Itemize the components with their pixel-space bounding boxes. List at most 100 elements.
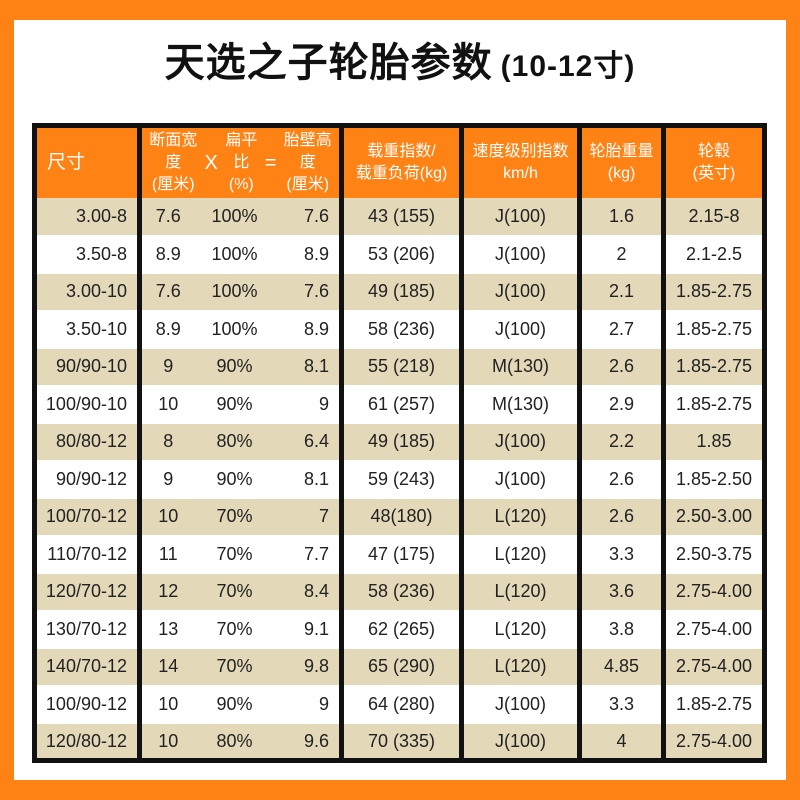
cell-load: 65 (290) [341, 648, 465, 687]
table-row: 3.50-8 8.9 100% 8.9 53 (206) J(100) 2 2.1-2.5 [34, 235, 765, 274]
cell-rim: 2.75-4.00 [663, 648, 765, 687]
cell-weight: 3.3 [579, 535, 667, 574]
header-ratio: 扁平比 (%) [225, 132, 258, 193]
cell-load: 59 (243) [341, 460, 465, 499]
cell-height: 9 [274, 385, 345, 424]
cell-weight: 2.6 [579, 460, 667, 499]
cell-load: 47 (175) [341, 535, 465, 574]
tire-spec-table: 尺寸 断面宽度 (厘米) X 扁平比 (%) = 胎壁高度 (厘米) 载重指数/载重负… [32, 123, 768, 763]
cell-height: 6.4 [274, 423, 345, 462]
cell-height: 8.9 [274, 235, 345, 274]
cell-width: 9 [139, 460, 195, 499]
cell-weight: 2 [579, 235, 667, 274]
table-row: 120/80-12 10 80% 9.6 70 (335) J(100) 4 2.75-4.0… [34, 723, 765, 762]
cell-speed: J(100) [461, 723, 583, 762]
cell-load: 48(180) [341, 498, 465, 537]
cell-ratio: 70% [194, 610, 275, 649]
header-weight: 轮胎重量 (kg) [579, 125, 667, 198]
cell-ratio: 70% [194, 648, 275, 687]
cell-load: 61 (257) [341, 385, 465, 424]
cell-weight: 2.6 [579, 348, 667, 387]
cell-ratio: 100% [194, 273, 275, 312]
cell-weight: 2.1 [579, 273, 667, 312]
cell-rim: 2.15-8 [663, 198, 765, 237]
cell-height: 9.8 [274, 648, 345, 687]
cell-rim: 2.75-4.00 [663, 610, 765, 649]
cell-ratio: 70% [194, 573, 275, 612]
cell-height: 7.7 [274, 535, 345, 574]
table-row: 90/90-10 9 90% 8.1 55 (218) M(130) 2.6 1.85-2.7… [34, 348, 765, 387]
header-speed: 速度级别指数 km/h [461, 125, 583, 198]
cell-height: 9.1 [274, 610, 345, 649]
cell-speed: J(100) [461, 310, 583, 349]
header-size: 尺寸 [34, 125, 142, 198]
cell-ratio: 90% [194, 385, 275, 424]
cell-size: 100/90-10 [34, 385, 142, 424]
cell-size: 3.50-8 [34, 235, 142, 274]
cell-width: 14 [139, 648, 195, 687]
cell-rim: 1.85-2.75 [663, 348, 765, 387]
table-row: 3.50-10 8.9 100% 8.9 58 (236) J(100) 2.7 1.85-2… [34, 310, 765, 349]
cell-width: 7.6 [139, 198, 195, 237]
table-row: 90/90-12 9 90% 8.1 59 (243) J(100) 2.6 1.85-2.5… [34, 460, 765, 499]
cell-speed: M(130) [461, 348, 583, 387]
cell-weight: 3.3 [579, 685, 667, 724]
cell-weight: 2.9 [579, 385, 667, 424]
cell-speed: M(130) [461, 385, 583, 424]
cell-rim: 1.85-2.75 [663, 273, 765, 312]
cell-ratio: 90% [194, 685, 275, 724]
cell-ratio: 70% [194, 535, 275, 574]
cell-speed: L(120) [461, 535, 583, 574]
header-height: 胎壁高度 (厘米) [283, 132, 332, 193]
cell-ratio: 90% [194, 348, 275, 387]
table-row: 80/80-12 8 80% 6.4 49 (185) J(100) 2.2 1.85 [34, 423, 765, 462]
cell-width: 8.9 [139, 235, 195, 274]
cell-weight: 2.6 [579, 498, 667, 537]
cell-rim: 1.85-2.50 [663, 460, 765, 499]
cell-ratio: 80% [194, 423, 275, 462]
cell-speed: L(120) [461, 573, 583, 612]
cell-rim: 1.85 [663, 423, 765, 462]
header-dimension-group: 断面宽度 (厘米) X 扁平比 (%) = 胎壁高度 (厘米) [139, 125, 345, 198]
cell-rim: 1.85-2.75 [663, 385, 765, 424]
cell-rim: 2.75-4.00 [663, 573, 765, 612]
cell-load: 58 (236) [341, 573, 465, 612]
cell-ratio: 100% [194, 235, 275, 274]
equals-sign: = [264, 152, 277, 174]
cell-speed: L(120) [461, 648, 583, 687]
cell-weight: 4 [579, 723, 667, 762]
cell-speed: J(100) [461, 198, 583, 237]
cell-speed: J(100) [461, 685, 583, 724]
table-row: 100/90-12 10 90% 9 64 (280) J(100) 3.3 1.85-2.7… [34, 685, 765, 724]
cell-weight: 1.6 [579, 198, 667, 237]
cell-width: 10 [139, 723, 195, 762]
title-main: 天选之子轮胎参数 [164, 41, 493, 85]
cell-height: 8.1 [274, 348, 345, 387]
cell-speed: L(120) [461, 610, 583, 649]
cell-rim: 1.85-2.75 [663, 310, 765, 349]
cell-width: 10 [139, 498, 195, 537]
header-width: 断面宽度 (厘米) [149, 132, 198, 193]
cell-ratio: 90% [194, 460, 275, 499]
cell-size: 120/80-12 [34, 723, 142, 762]
header-load: 载重指数/载重负荷(kg) [341, 125, 465, 198]
cell-speed: J(100) [461, 423, 583, 462]
cell-height: 8.4 [274, 573, 345, 612]
cell-width: 11 [139, 535, 195, 574]
cell-rim: 1.85-2.75 [663, 685, 765, 724]
cell-speed: J(100) [461, 460, 583, 499]
page-title: 天选之子轮胎参数 (10-12寸) [0, 30, 800, 88]
table-row: 120/70-12 12 70% 8.4 58 (236) L(120) 3.6 2.75-4… [34, 573, 765, 612]
cell-speed: J(100) [461, 273, 583, 312]
table-row: 100/90-10 10 90% 9 61 (257) M(130) 2.9 1.85-2.7… [34, 385, 765, 424]
title-sub: (10-12寸) [500, 50, 636, 83]
cell-ratio: 80% [194, 723, 275, 762]
header-row: 尺寸 断面宽度 (厘米) X 扁平比 (%) = 胎壁高度 (厘米) 载重指数/载重负… [34, 125, 765, 198]
cell-size: 100/70-12 [34, 498, 142, 537]
cell-height: 8.1 [274, 460, 345, 499]
table-row: 140/70-12 14 70% 9.8 65 (290) L(120) 4.85 2.75-… [34, 648, 765, 687]
cell-height: 7 [274, 498, 345, 537]
cell-size: 80/80-12 [34, 423, 142, 462]
cell-ratio: 100% [194, 310, 275, 349]
cell-width: 10 [139, 385, 195, 424]
